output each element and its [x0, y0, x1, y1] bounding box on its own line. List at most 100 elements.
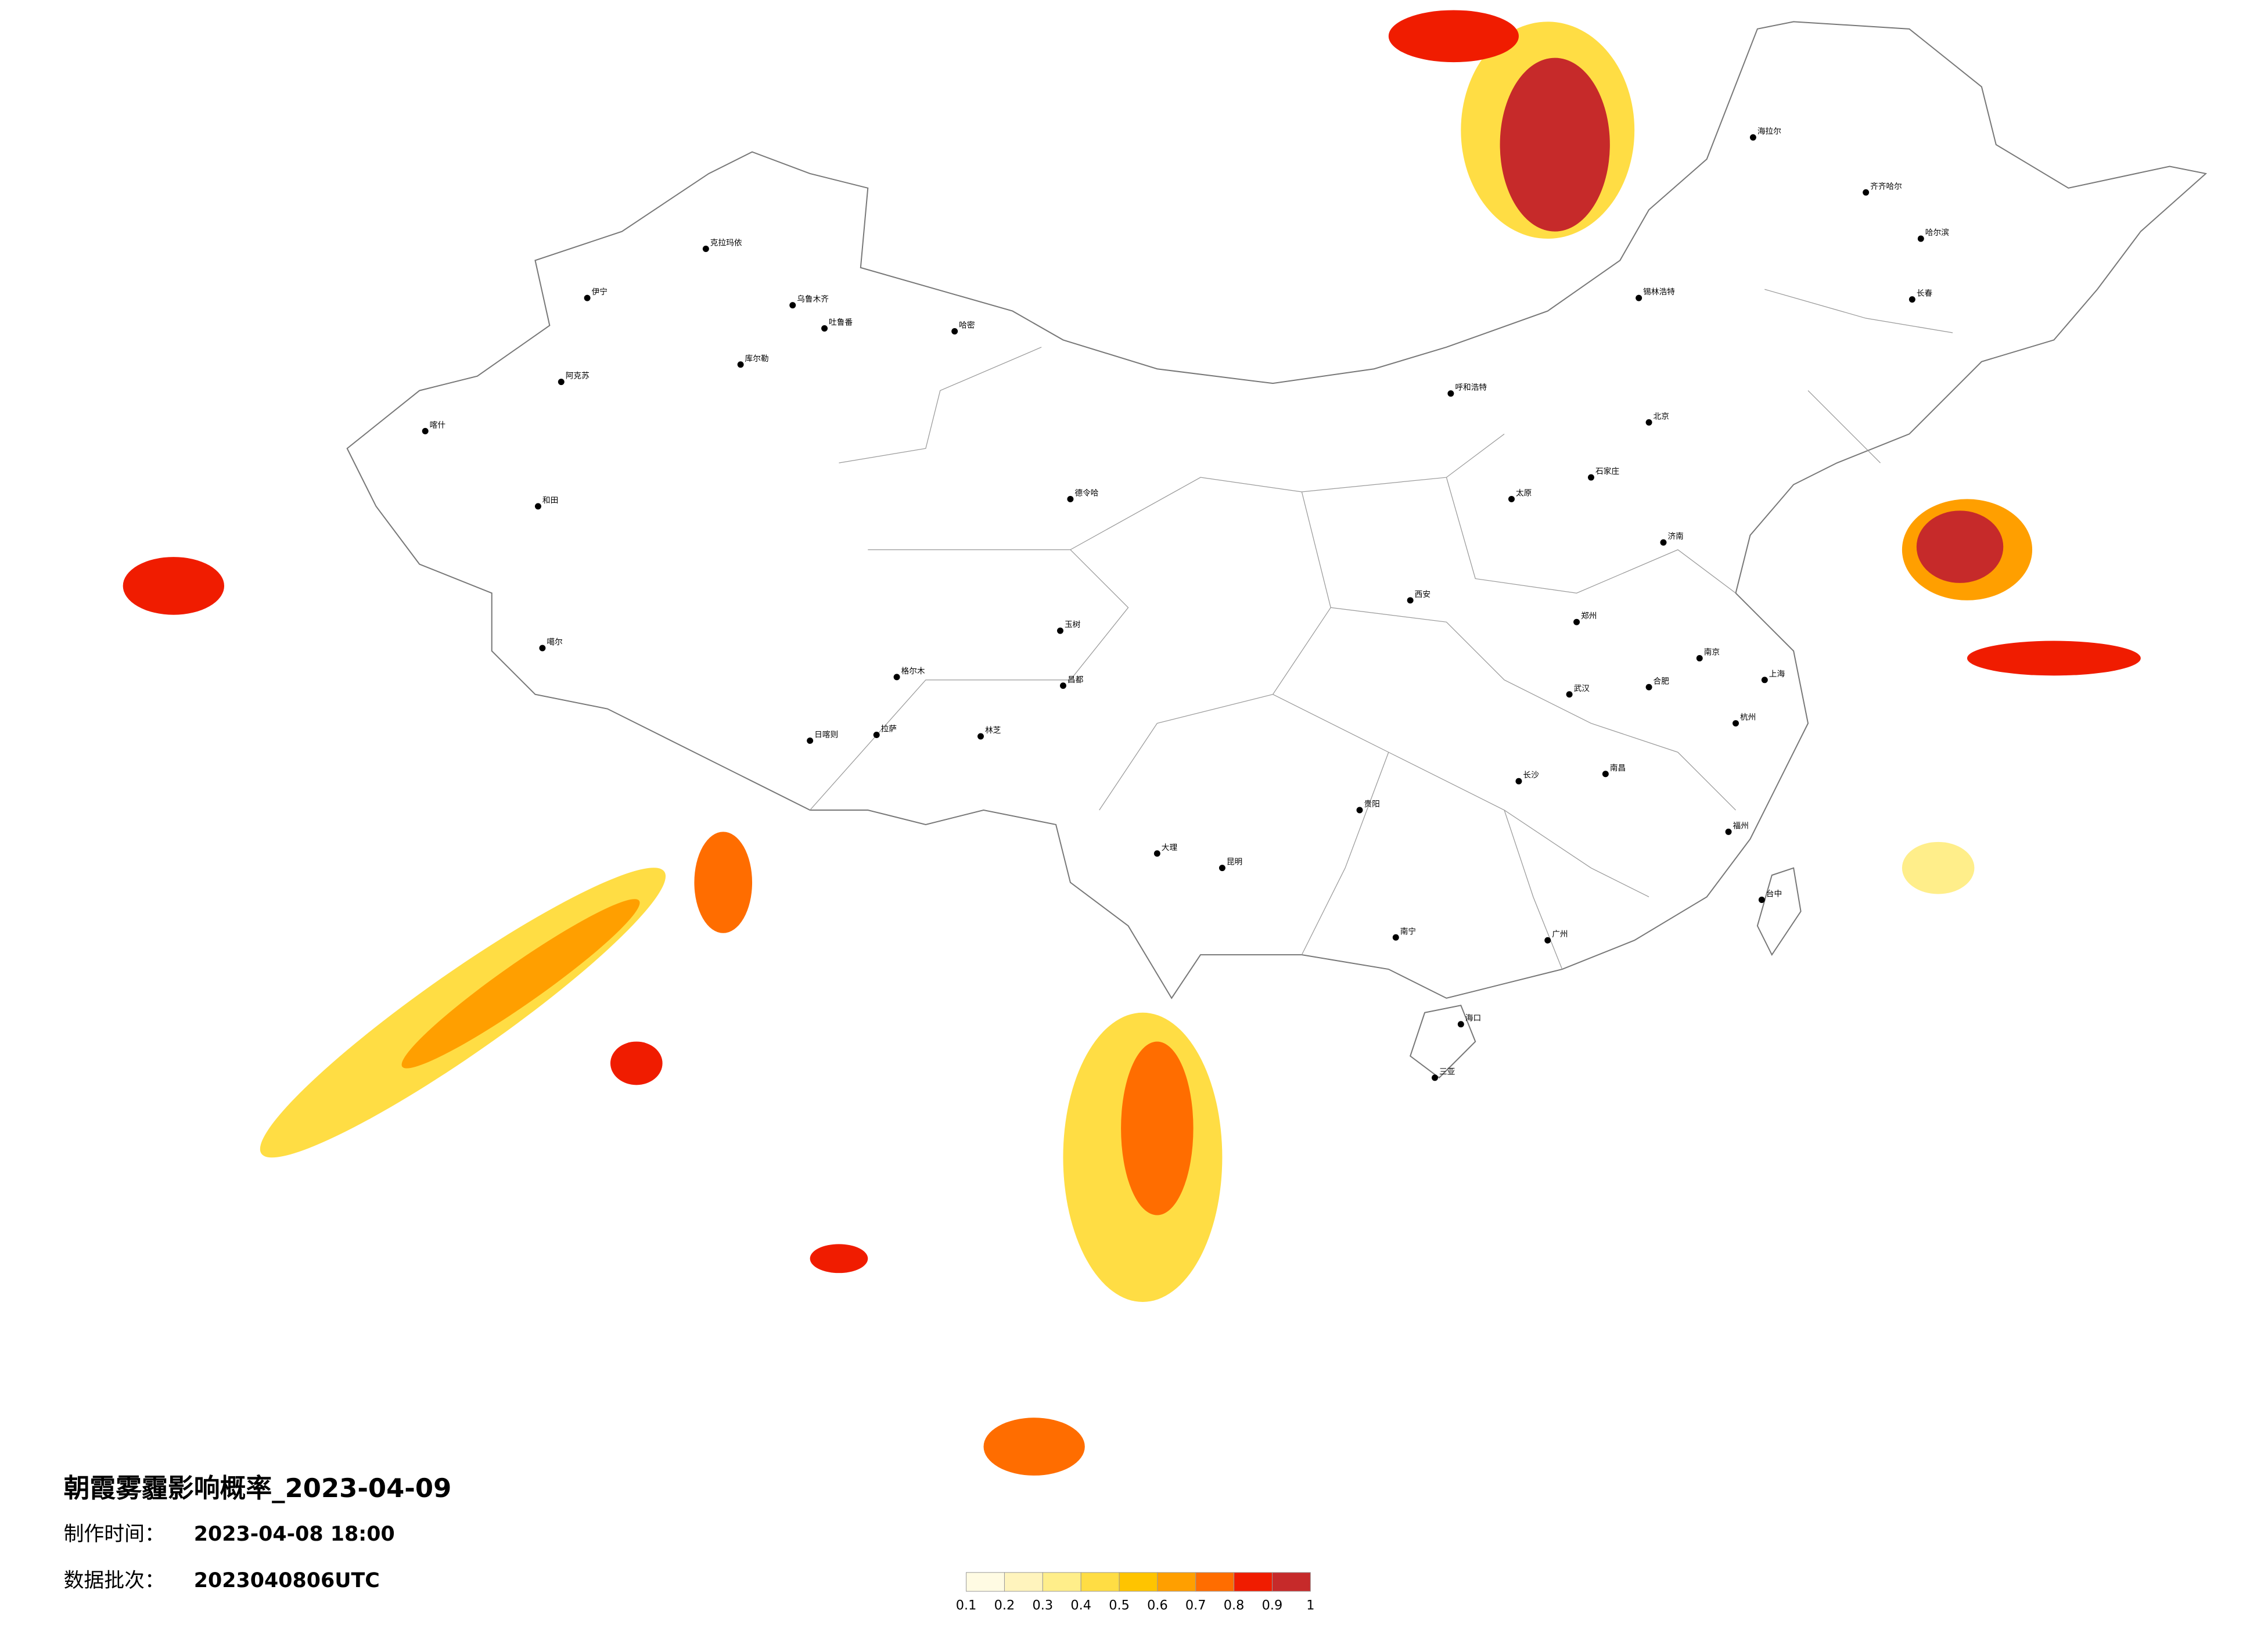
- colorbar-bin: [1004, 1572, 1043, 1592]
- city-label: 长沙: [1523, 771, 1539, 780]
- city-label: 海拉尔: [1757, 127, 1781, 136]
- city-dot: [977, 733, 984, 740]
- city-dot: [1645, 419, 1652, 426]
- map-title: 朝霞雾霾影响概率_2023-04-09: [64, 1473, 452, 1503]
- city-dot: [1508, 495, 1515, 502]
- city-label: 格尔木: [901, 667, 925, 676]
- city-label: 齐齐哈尔: [1870, 182, 1902, 191]
- city-label: 德令哈: [1074, 488, 1098, 498]
- city-dot: [1733, 720, 1739, 727]
- colorbar-bin: [966, 1572, 1005, 1592]
- made-time: 2023-04-08 18:00: [194, 1523, 395, 1546]
- city-label: 哈尔滨: [1925, 228, 1949, 238]
- colorbar: 0.1 0.2 0.3 0.4 0.5 0.6 0.7 0.8 0.9 1: [956, 1572, 1314, 1613]
- colorbar-tick-label: 0.6: [1147, 1598, 1168, 1613]
- city-label: 克拉玛依: [710, 239, 742, 248]
- city-label: 吐鲁番: [829, 318, 853, 328]
- city-label: 昌都: [1067, 675, 1084, 685]
- city-label: 伊宁: [592, 287, 608, 297]
- city-dot: [807, 737, 814, 744]
- city-dot: [1645, 684, 1652, 690]
- city-label: 武汉: [1574, 684, 1590, 693]
- city-dot: [558, 379, 565, 386]
- city-label: 玉树: [1065, 620, 1081, 629]
- city-dot: [1636, 294, 1642, 301]
- city-dot: [1407, 597, 1414, 604]
- city-label: 石家庄: [1595, 466, 1619, 476]
- colorbar-tick-label: 0.1: [956, 1598, 977, 1613]
- city-dot: [1067, 495, 1074, 502]
- city-dot: [1153, 850, 1160, 857]
- colorbar-tick-label: 0.5: [1109, 1598, 1130, 1613]
- city-dot: [1432, 1074, 1438, 1081]
- colorbar-tick-label: 0.8: [1224, 1598, 1245, 1613]
- colorbar-tick-label: 0.4: [1070, 1598, 1091, 1613]
- colorbar-tick-label: 0.9: [1262, 1598, 1283, 1613]
- colorbar-tick-label: 1: [1306, 1598, 1314, 1613]
- city-dot: [873, 732, 880, 738]
- city-dot: [893, 674, 900, 681]
- colorbar-bin: [1080, 1572, 1120, 1592]
- city-dot: [1057, 627, 1063, 634]
- city-label: 拉萨: [881, 725, 897, 734]
- city-label: 南昌: [1610, 764, 1626, 773]
- city-dot: [1660, 539, 1667, 546]
- city-label: 广州: [1552, 930, 1568, 939]
- city-dot: [422, 427, 429, 434]
- city-label: 喀什: [430, 420, 446, 430]
- batch: 2023040806UTC: [194, 1569, 380, 1592]
- colorbar-tick-label: 0.3: [1033, 1598, 1054, 1613]
- city-dot: [1587, 474, 1594, 481]
- city-dot: [1602, 771, 1609, 778]
- colorbar-tick-label: 0.2: [994, 1598, 1015, 1613]
- city-label: 大理: [1162, 843, 1178, 852]
- city-label: 合肥: [1654, 677, 1670, 686]
- city-dot: [1573, 618, 1580, 625]
- city-label: 贵阳: [1364, 800, 1379, 809]
- colorbar-bin: [1195, 1572, 1235, 1592]
- colorbar-bin: [1042, 1572, 1081, 1592]
- city-dot: [584, 294, 591, 301]
- city-label: 南京: [1704, 647, 1720, 657]
- city-dot: [534, 503, 541, 510]
- city-dot: [1566, 691, 1573, 698]
- city-dot: [789, 302, 796, 309]
- city-dot: [1356, 807, 1363, 814]
- city-label: 昆明: [1227, 858, 1242, 867]
- city-label: 乌鲁木齐: [797, 295, 829, 304]
- city-dot: [821, 325, 828, 332]
- city-label: 三亚: [1439, 1067, 1455, 1077]
- city-dot: [951, 328, 958, 334]
- city-label: 林芝: [985, 726, 1001, 735]
- made-time-label: 制作时间：: [64, 1523, 165, 1546]
- city-label: 日喀则: [814, 730, 838, 739]
- city-label: 济南: [1667, 532, 1683, 541]
- city-label: 库尔勒: [745, 354, 769, 364]
- city-label: 哈密: [959, 320, 975, 330]
- city-dot: [539, 645, 546, 652]
- colorbar-bin: [1119, 1572, 1158, 1592]
- city-label: 西安: [1415, 590, 1430, 599]
- city-dot: [1863, 189, 1870, 196]
- city-dot: [1917, 235, 1924, 242]
- city-label: 长春: [1917, 289, 1933, 298]
- city-label: 呼和浩特: [1455, 383, 1487, 393]
- city-label: 上海: [1769, 670, 1785, 679]
- city-label: 台中: [1766, 890, 1782, 899]
- city-dot: [702, 245, 709, 252]
- city-label: 福州: [1733, 821, 1749, 830]
- city-label: 郑州: [1581, 611, 1597, 621]
- city-label: 海口: [1465, 1014, 1481, 1023]
- city-dot: [1908, 296, 1915, 303]
- city-dot: [1725, 828, 1732, 835]
- colorbar-bin: [1271, 1572, 1311, 1592]
- city-dot: [1219, 865, 1225, 872]
- city-label: 南宁: [1400, 926, 1416, 936]
- city-label: 杭州: [1740, 713, 1756, 722]
- batch-label: 数据批次：: [64, 1569, 165, 1592]
- city-dot: [1696, 654, 1703, 661]
- city-label: 阿克苏: [566, 372, 590, 381]
